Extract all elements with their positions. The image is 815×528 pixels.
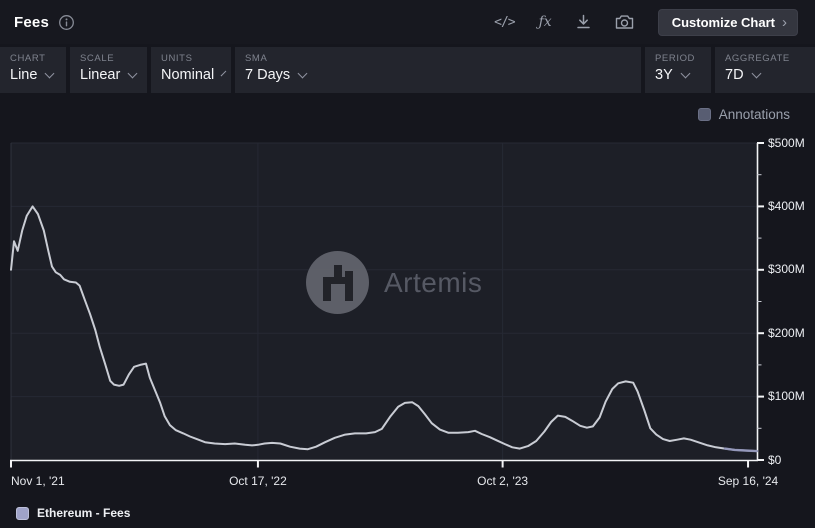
x-axis-label: Sep 16, '24 — [717, 474, 779, 488]
chevron-right-icon: › — [782, 13, 787, 31]
chevron-down-icon — [680, 68, 691, 78]
formula-icon[interactable]: ƒx — [538, 14, 552, 30]
chevron-down-icon — [751, 68, 761, 78]
info-icon[interactable] — [58, 14, 75, 31]
camera-icon[interactable] — [615, 14, 634, 30]
download-icon[interactable] — [576, 14, 591, 30]
y-axis-label: $200M — [768, 325, 805, 340]
embed-code-icon[interactable]: </> — [494, 14, 516, 30]
chevron-down-icon — [297, 68, 308, 78]
units-dropdown[interactable]: UNITS Nominal — [151, 47, 231, 93]
y-axis-label: $100M — [768, 389, 805, 404]
y-axis-label: $400M — [768, 198, 805, 213]
chevron-down-icon — [127, 68, 138, 78]
control-value: Line — [10, 67, 38, 83]
chart-controls-bar: CHART Line SCALE Linear UNITS Nominal SM… — [0, 47, 815, 93]
control-value: Linear — [80, 67, 121, 83]
control-label: AGGREGATE — [725, 53, 790, 64]
x-axis-label: Nov 1, '21 — [11, 474, 65, 488]
annotations-label: Annotations — [718, 106, 790, 122]
period-dropdown[interactable]: PERIOD 3Y — [645, 47, 711, 93]
control-label: CHART — [10, 53, 46, 64]
legend-swatch-ethereum[interactable] — [16, 506, 29, 520]
chevron-down-icon — [220, 70, 227, 76]
sma-dropdown[interactable]: SMA 7 Days — [235, 47, 641, 93]
customize-chart-button[interactable]: Customize Chart › — [657, 8, 798, 36]
chevron-down-icon — [44, 68, 55, 78]
scale-dropdown[interactable]: SCALE Linear — [70, 47, 147, 93]
page-title: Fees — [14, 13, 49, 31]
annotations-checkbox[interactable] — [697, 107, 711, 121]
aggregate-dropdown[interactable]: AGGREGATE 7D — [715, 47, 815, 93]
legend-row: Ethereum - Fees — [16, 506, 130, 520]
control-value: 7D — [725, 67, 744, 83]
annotations-row: Annotations — [0, 93, 815, 135]
control-label: SCALE — [80, 53, 115, 64]
y-axis-label: $0 — [768, 452, 782, 467]
control-label: SMA — [245, 53, 268, 64]
control-value: 7 Days — [245, 67, 291, 83]
y-axis-label: $500M — [768, 135, 805, 150]
legend-label: Ethereum - Fees — [37, 506, 131, 520]
chart-type-dropdown[interactable]: CHART Line — [0, 47, 66, 93]
x-axis-label: Oct 17, '22 — [229, 474, 287, 488]
customize-chart-label: Customize Chart — [671, 14, 775, 30]
control-label: UNITS — [161, 53, 193, 64]
control-label: PERIOD — [655, 53, 696, 64]
y-axis-label: $300M — [768, 262, 805, 277]
x-axis-label: Oct 2, '23 — [477, 474, 529, 488]
control-value: Nominal — [161, 67, 215, 83]
top-bar: Fees </> ƒx Customize Chart › — [0, 0, 815, 44]
control-value: 3Y — [655, 67, 673, 83]
